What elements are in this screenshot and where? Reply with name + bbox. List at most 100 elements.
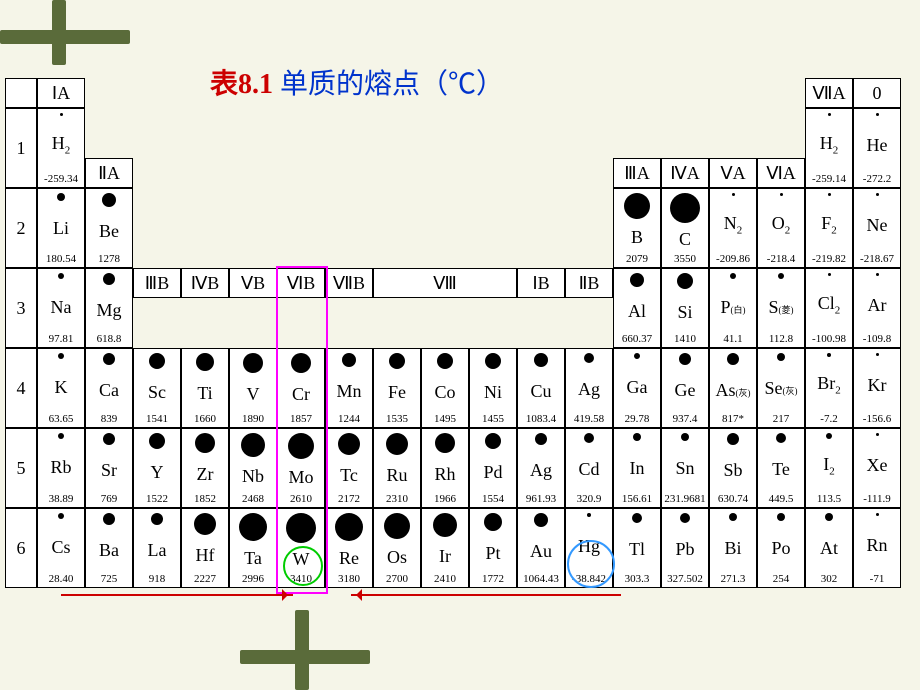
element-Nb: Nb 2468 [229, 428, 277, 508]
element-symbol: Fe [388, 383, 406, 401]
melting-point: 2468 [242, 494, 264, 505]
element-symbol: Co [434, 383, 455, 401]
group-header-IIA: ⅡA [85, 158, 133, 188]
melting-point: 1852 [194, 494, 216, 505]
melting-point: -7.2 [820, 414, 837, 425]
mp-dot [58, 273, 64, 279]
element-Kr: Kr-156.6 [853, 348, 901, 428]
element-Tl: Tl303.3 [613, 508, 661, 588]
melting-point: 1522 [146, 494, 168, 505]
melting-point: 327.502 [667, 574, 703, 585]
element-At: At302 [805, 508, 853, 588]
melting-point: -259.34 [44, 174, 78, 185]
mp-dot [624, 193, 650, 219]
group-header-VB: ⅤB [229, 268, 277, 298]
element-symbol: Bi [724, 539, 741, 557]
mp-dot [58, 433, 64, 439]
melting-point: -209.86 [716, 254, 750, 265]
period-header-2: 2 [5, 188, 37, 268]
melting-point: -218.67 [860, 254, 894, 265]
element-symbol: Br2 [817, 374, 841, 397]
melting-point: 1966 [434, 494, 456, 505]
arrow-left-to-right [61, 594, 293, 596]
element-Rb: Rb38.89 [37, 428, 85, 508]
melting-point: -71 [870, 574, 885, 585]
melting-point: 1244 [338, 414, 360, 425]
group-header-VA: ⅤA [709, 158, 757, 188]
period-header-6: 6 [5, 508, 37, 588]
element-symbol: Ru [386, 466, 407, 484]
element-Bi: Bi271.3 [709, 508, 757, 588]
mp-dot [876, 353, 879, 356]
melting-point: 1495 [434, 414, 456, 425]
element-symbol: Si [677, 303, 692, 321]
melting-point: -272.2 [863, 174, 891, 185]
mp-dot [195, 433, 215, 453]
element-W: W3410 [277, 508, 325, 588]
element-symbol: H2 [52, 134, 71, 157]
melting-point: -38.842 [572, 574, 606, 585]
element-symbol: P(白) [720, 298, 745, 316]
melting-point: 1772 [482, 574, 504, 585]
group-header-IIIB: ⅢB [133, 268, 181, 298]
element-Hg: Hg -38.842 [565, 508, 613, 588]
mp-dot [729, 513, 737, 521]
mp-dot [680, 513, 690, 523]
element-symbol: Po [771, 539, 790, 557]
element-Sr: Sr769 [85, 428, 133, 508]
melting-point: 2227 [194, 574, 216, 585]
element-symbol: Nb [242, 467, 264, 485]
element-symbol: Ti [197, 384, 212, 402]
mp-dot [534, 513, 548, 527]
element-Cu: Cu1083.4 [517, 348, 565, 428]
bg-cross-top-h [0, 30, 130, 44]
mp-dot [485, 433, 501, 449]
element-symbol: Pt [485, 544, 500, 562]
element-Te: Te 449.5 [757, 428, 805, 508]
element-symbol: B [631, 228, 643, 246]
element-symbol: Be [99, 222, 119, 240]
element-Pd: Pd1554 [469, 428, 517, 508]
group-header-VIIA: ⅦA [805, 78, 853, 108]
element-symbol: Te [772, 460, 790, 478]
mp-dot [778, 273, 784, 279]
element-B: B 2079 [613, 188, 661, 268]
mp-dot [534, 353, 548, 367]
element-Ar: Ar-109.8 [853, 268, 901, 348]
melting-point: -259.14 [812, 174, 846, 185]
bg-cross-bot-h [240, 650, 370, 664]
element-Sc: Sc1541 [133, 348, 181, 428]
element-symbol: Hg [578, 537, 600, 555]
element-symbol: Mn [336, 382, 361, 400]
element-Cl: Cl2-100.98 [805, 268, 853, 348]
element-Li: Li180.54 [37, 188, 85, 268]
mp-dot [151, 513, 163, 525]
element-symbol: Ne [867, 216, 888, 234]
mp-dot [828, 113, 831, 116]
element-symbol: Cd [578, 460, 599, 478]
element-symbol: At [820, 539, 838, 557]
element-symbol: Ge [675, 381, 696, 399]
element-N: N2-209.86 [709, 188, 757, 268]
mp-dot [777, 353, 785, 361]
melting-point: 1660 [194, 414, 216, 425]
melting-point: 449.5 [769, 494, 794, 505]
element-symbol: Se(灰) [765, 379, 798, 397]
mp-dot [681, 433, 689, 441]
mp-dot [727, 433, 739, 445]
mp-dot [679, 353, 691, 365]
element-symbol: Mg [96, 301, 121, 319]
element-Co: Co 1495 [421, 348, 469, 428]
element-symbol: Tl [629, 540, 645, 558]
mp-dot [776, 433, 786, 443]
melting-point: 1554 [482, 494, 504, 505]
mp-dot [291, 353, 311, 373]
element-symbol: Hf [196, 546, 215, 564]
melting-point: 63.65 [49, 414, 74, 425]
element-Si: Si1410 [661, 268, 709, 348]
melting-point: 231.9681 [664, 494, 705, 505]
melting-point: 2079 [626, 254, 648, 265]
mp-dot [342, 353, 356, 367]
element-Na: Na97.81 [37, 268, 85, 348]
element-symbol: Rb [50, 458, 71, 476]
